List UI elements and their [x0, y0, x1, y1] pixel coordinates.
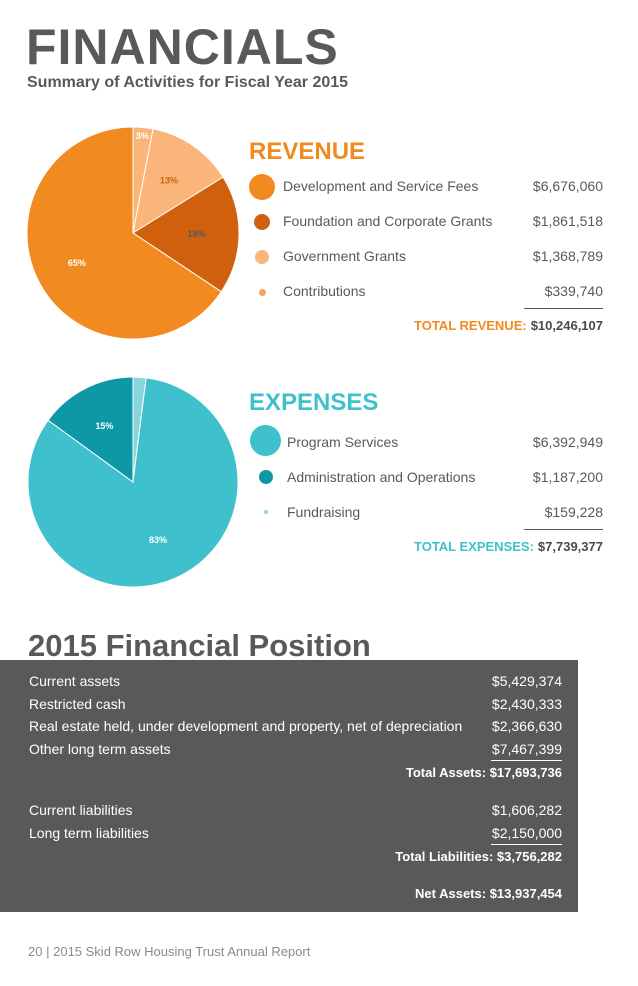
liability-label: Long term liabilities	[29, 825, 149, 841]
pie-slice	[47, 376, 134, 483]
total-expenses-label: TOTAL EXPENSES:	[414, 539, 534, 554]
expense-item-label: Fundraising	[287, 504, 361, 520]
total-revenue: TOTAL REVENUE: $10,246,107	[414, 318, 603, 333]
net-assets-value: $13,937,454	[489, 886, 562, 901]
total-liabilities-value: $3,756,282	[496, 849, 562, 864]
financial-position-panel: Current assets $5,429,374 Restricted cas…	[0, 660, 578, 912]
asset-value: $2,366,630	[491, 718, 562, 734]
pie-slice-label: 65%	[68, 258, 86, 268]
page-number: 20	[28, 944, 43, 959]
revenue-item: Government Grants $1,368,789	[249, 243, 603, 273]
pie-slice-label: 13%	[160, 176, 178, 186]
total-revenue-value: $10,246,107	[530, 318, 603, 333]
revenue-heading: REVENUE	[249, 138, 366, 165]
pie-slice	[26, 126, 222, 340]
expenses-pie-chart: 2% 83% 15%	[27, 376, 239, 588]
net-assets-label: Net Assets:	[415, 886, 487, 901]
total-expenses: TOTAL EXPENSES: $7,739,377	[414, 539, 603, 554]
pie-slice	[132, 176, 240, 293]
expenses-heading: EXPENSES	[249, 389, 379, 416]
pie-slice-label: 15%	[95, 421, 113, 431]
revenue-item-value: $1,368,789	[532, 248, 603, 264]
asset-value: $5,429,374	[491, 673, 562, 689]
pie-slice-label: 83%	[149, 535, 167, 545]
asset-label: Restricted cash	[29, 696, 126, 712]
revenue-item-value: $1,861,518	[532, 213, 603, 229]
revenue-item: Contributions $339,740	[249, 278, 603, 308]
revenue-legend-dot	[255, 250, 269, 264]
total-liabilities: Total Liabilities: $3,756,282	[395, 849, 562, 864]
pie-slice-label: 18%	[188, 229, 206, 239]
liabilities-sum-rule	[491, 844, 562, 845]
total-liabilities-label: Total Liabilities:	[395, 849, 494, 864]
liability-label: Current liabilities	[29, 802, 133, 818]
total-expenses-value: $7,739,377	[537, 539, 603, 554]
liability-value: $2,150,000	[491, 825, 562, 841]
revenue-pie-chart: 3% 13% 18% 65%	[26, 126, 240, 340]
asset-label: Current assets	[29, 673, 121, 689]
expense-item-value: $159,228	[544, 504, 603, 520]
page-subtitle: Summary of Activities for Fiscal Year 20…	[27, 74, 349, 91]
asset-value: $7,467,399	[491, 741, 562, 757]
expense-legend-dot	[264, 510, 268, 514]
revenue-item-label: Development and Service Fees	[283, 178, 479, 194]
asset-label: Real estate held, under development and …	[29, 718, 463, 734]
revenue-item-label: Contributions	[283, 283, 366, 299]
asset-value: $2,430,333	[491, 696, 562, 712]
expense-legend-dot	[250, 425, 281, 456]
total-assets: Total Assets: $17,693,736	[406, 765, 562, 780]
pie-slice-label: 3%	[136, 131, 149, 141]
expense-item-value: $1,187,200	[532, 469, 603, 485]
liability-value: $1,606,282	[491, 802, 562, 818]
revenue-legend-dot	[249, 174, 275, 200]
revenue-item: Foundation and Corporate Grants $1,861,5…	[249, 208, 603, 238]
asset-label: Other long term assets	[29, 741, 171, 757]
revenue-item-value: $339,740	[544, 283, 603, 299]
page-title: FINANCIALS	[26, 19, 339, 75]
revenue-legend-dot	[259, 289, 266, 296]
expense-item-value: $6,392,949	[532, 434, 603, 450]
footer-separator: |	[46, 944, 50, 959]
total-revenue-label: TOTAL REVENUE:	[414, 318, 527, 333]
revenue-sum-rule	[524, 308, 603, 309]
financial-position-title: 2015 Financial Position	[28, 628, 371, 663]
pie-slice-label: 2%	[133, 381, 146, 391]
revenue-legend-dot	[254, 214, 270, 230]
expenses-sum-rule	[524, 529, 603, 530]
total-assets-value: $17,693,736	[489, 765, 562, 780]
footer-report-title: 2015 Skid Row Housing Trust Annual Repor…	[53, 944, 311, 959]
revenue-item-label: Government Grants	[283, 248, 406, 264]
revenue-item: Development and Service Fees $6,676,060	[249, 173, 603, 203]
expense-item: Administration and Operations $1,187,200	[249, 463, 603, 493]
revenue-item-value: $6,676,060	[532, 178, 603, 194]
assets-sum-rule	[491, 760, 562, 761]
expense-item: Program Services $6,392,949	[249, 424, 603, 456]
expense-item-label: Administration and Operations	[287, 469, 476, 485]
total-assets-label: Total Assets:	[405, 765, 487, 780]
revenue-item-label: Foundation and Corporate Grants	[283, 213, 493, 229]
expense-item: Fundraising $159,228	[249, 498, 603, 528]
expense-item-label: Program Services	[287, 434, 399, 450]
page-footer: 20 | 2015 Skid Row Housing Trust Annual …	[28, 944, 310, 959]
pie-slice	[132, 128, 224, 235]
expense-legend-dot	[259, 470, 273, 484]
net-assets: Net Assets: $13,937,454	[415, 886, 562, 901]
